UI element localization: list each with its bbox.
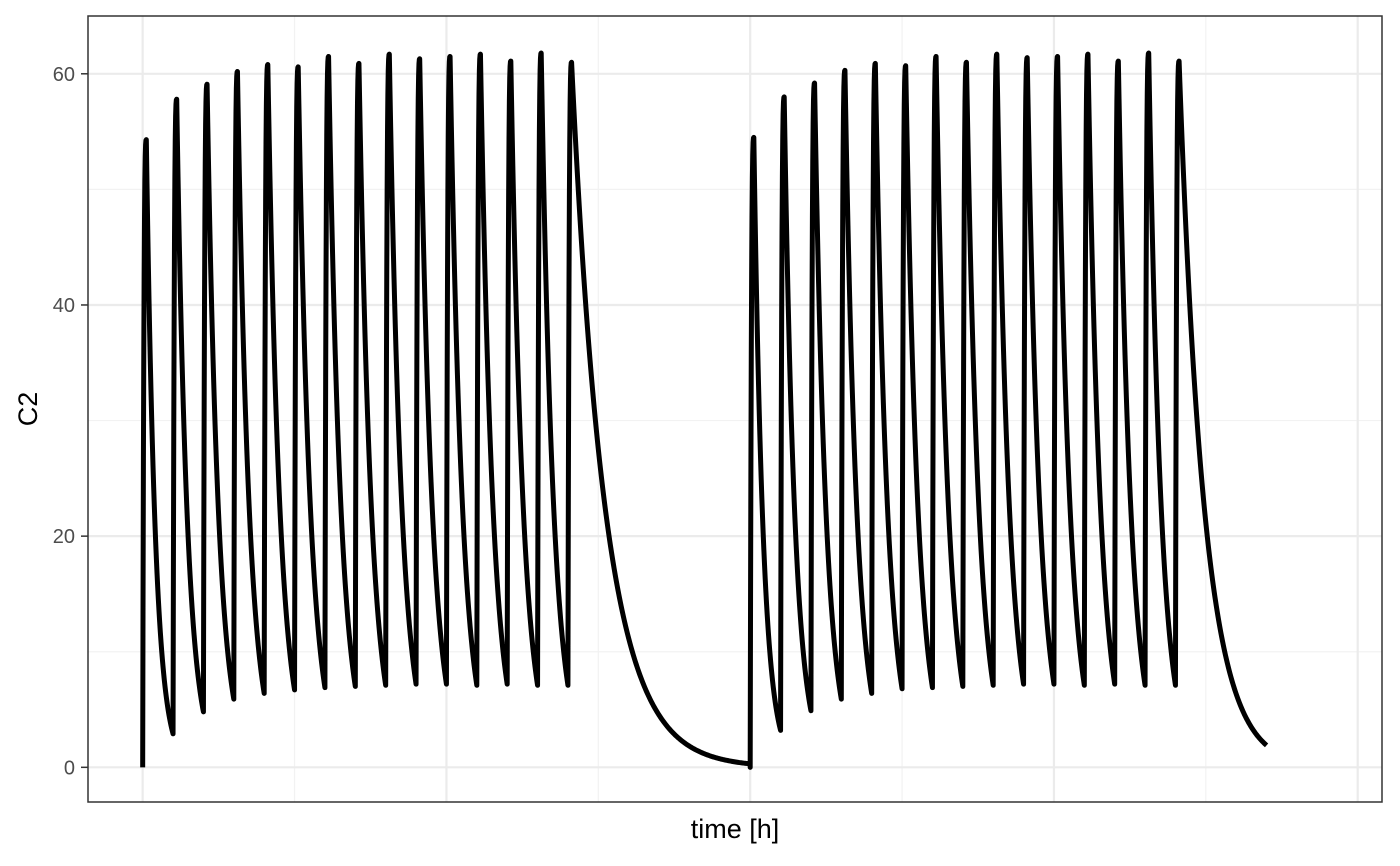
- y-tick-label: 20: [53, 526, 75, 548]
- x-axis-title: time [h]: [691, 814, 780, 844]
- y-tick-label: 60: [53, 64, 75, 86]
- y-tick-label: 40: [53, 295, 75, 317]
- plot-border: [87, 15, 1383, 803]
- series-line-c2: [140, 50, 1269, 770]
- y-axis-title: C2: [13, 392, 43, 427]
- y-tick-label: 0: [64, 757, 75, 779]
- plot-background: [88, 16, 1382, 802]
- y-axis: 0 20 40 60: [53, 64, 88, 779]
- series-layer: [140, 50, 1269, 770]
